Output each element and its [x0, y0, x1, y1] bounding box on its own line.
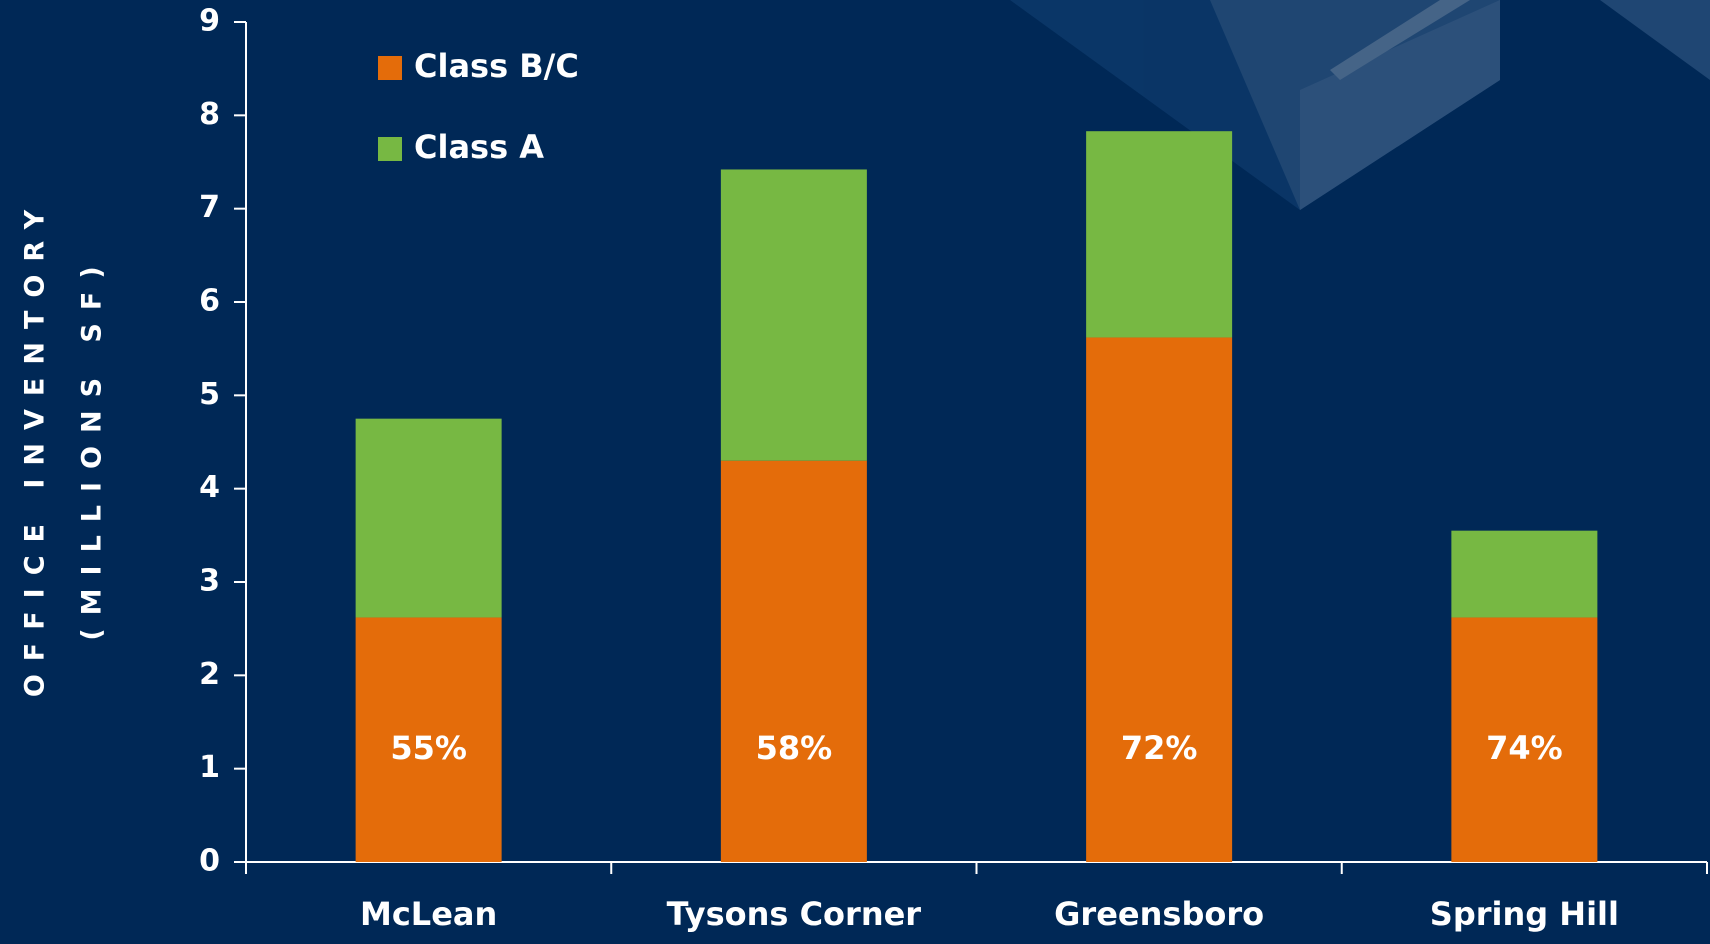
x-tick-label: Tysons Corner: [667, 895, 922, 933]
y-axis-title: (MILLIONS SF): [77, 253, 108, 640]
y-tick-label: 5: [199, 377, 220, 412]
bar-annotation: 58%: [756, 729, 833, 767]
y-tick-label: 0: [199, 844, 220, 879]
y-tick-label: 8: [199, 97, 220, 132]
x-tick-label: Greensboro: [1054, 895, 1264, 933]
bar-segment: [1451, 617, 1598, 862]
x-tick-label: McLean: [360, 895, 497, 933]
legend-label: Class A: [414, 128, 544, 166]
bar-annotation: 74%: [1486, 729, 1563, 767]
legend-swatch: [378, 56, 402, 80]
bar-segment: [720, 460, 867, 862]
y-axis-title: OFFICE INVENTORY: [20, 197, 51, 697]
y-tick-label: 6: [199, 284, 220, 319]
y-tick-label: 1: [199, 750, 220, 785]
y-tick-label: 7: [199, 190, 220, 225]
decor-shape: [1010, 0, 1420, 210]
bar-segment: [1086, 131, 1233, 338]
decor-shape: [1300, 0, 1500, 210]
bar-annotation: 55%: [390, 729, 467, 767]
bar-segment: [355, 418, 502, 618]
legend-swatch: [378, 137, 402, 161]
bar-annotation: 72%: [1121, 729, 1198, 767]
x-tick-label: Spring Hill: [1430, 895, 1619, 933]
background-decoration: [1010, 0, 1710, 210]
legend-label: Class B/C: [414, 47, 579, 85]
y-tick-label: 2: [199, 657, 220, 692]
bar-segment: [720, 169, 867, 461]
decor-shape: [1600, 0, 1710, 80]
decor-shape: [1210, 0, 1500, 210]
y-tick-label: 3: [199, 564, 220, 599]
decor-shape: [1330, 0, 1470, 80]
y-tick-label: 4: [199, 470, 220, 505]
bar-segment: [355, 617, 502, 862]
bar-segment: [1086, 337, 1233, 862]
y-tick-label: 9: [199, 4, 220, 39]
bar-segment: [1451, 530, 1598, 618]
